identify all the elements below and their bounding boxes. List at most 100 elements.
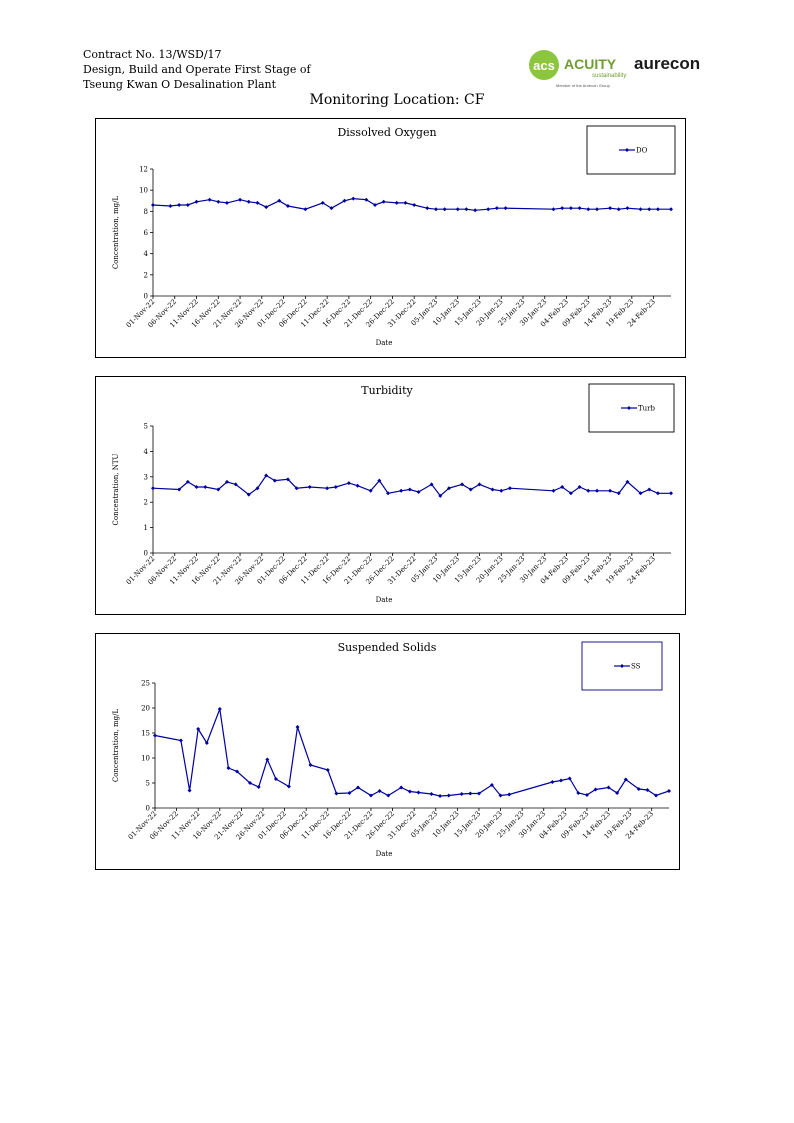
data-point	[623, 777, 628, 782]
data-point	[286, 784, 291, 789]
data-point	[235, 769, 240, 774]
data-point	[654, 793, 659, 798]
data-point	[433, 207, 438, 212]
data-point	[285, 204, 290, 209]
data-point	[226, 766, 231, 770]
data-point	[468, 487, 473, 492]
series-line-turb	[152, 474, 671, 497]
y-tick-label: 5	[144, 423, 148, 431]
y-axis-label: Concentration, mg/L	[112, 708, 120, 782]
y-tick-label: 10	[141, 755, 150, 763]
chart-panel-dissolved-oxygen: Dissolved Oxygen 0 2 4 6 8 10 12 01-Nov-22 06-Nov…	[95, 118, 686, 358]
data-point	[356, 785, 361, 790]
data-point	[606, 785, 611, 790]
data-point	[377, 789, 382, 793]
document-header: Contract No. 13/WSD/17 Design, Build and…	[83, 47, 311, 92]
data-point	[307, 484, 312, 489]
acuity-logo: acs ACUITY sustainability Member of the …	[529, 50, 626, 88]
chart-title: Turbidity	[361, 384, 413, 397]
data-point	[151, 486, 155, 491]
data-point	[560, 206, 565, 211]
data-point	[273, 777, 278, 781]
data-point	[394, 200, 399, 205]
data-point	[194, 484, 199, 489]
data-point	[196, 727, 201, 731]
data-point	[647, 487, 652, 492]
data-point	[386, 793, 391, 798]
acuity-sub: sustainability	[592, 73, 626, 79]
data-point	[560, 484, 565, 489]
data-point	[595, 488, 599, 493]
data-point	[407, 789, 412, 794]
x-axis-label: Date	[376, 850, 393, 858]
y-tick-label: 12	[139, 166, 148, 174]
data-point	[217, 707, 222, 711]
y-tick-label: 15	[141, 730, 150, 738]
data-point	[185, 202, 190, 207]
data-point	[616, 491, 621, 496]
data-point	[386, 491, 391, 496]
data-point	[636, 787, 641, 791]
data-point	[638, 491, 643, 496]
y-tick-label: 20	[141, 705, 150, 713]
data-point	[177, 202, 182, 207]
data-point	[216, 199, 221, 204]
project-line-1: Design, Build and Operate First Stage of	[83, 63, 311, 76]
data-point	[238, 197, 243, 202]
chart-title: Dissolved Oxygen	[337, 126, 436, 139]
y-tick-label: 3	[144, 473, 148, 481]
data-point	[377, 478, 382, 483]
legend-box	[586, 125, 676, 175]
data-point	[438, 493, 443, 498]
data-point	[647, 207, 652, 212]
data-point	[576, 791, 581, 795]
data-point	[625, 206, 630, 211]
data-point	[567, 776, 572, 781]
series-line-ss	[154, 706, 670, 797]
data-point	[616, 207, 621, 212]
company-logos: acs ACUITY sustainability Member of the …	[529, 50, 700, 88]
data-point	[438, 794, 443, 798]
data-point	[586, 488, 591, 493]
acuity-member: Member of the Aurecon Group	[556, 83, 611, 88]
data-point	[490, 487, 495, 492]
data-point	[455, 207, 460, 212]
x-axis-label: Date	[376, 596, 393, 604]
data-point	[265, 757, 270, 762]
acuity-mark-circle	[529, 50, 559, 80]
contract-number: Contract No. 13/WSD/17	[83, 48, 222, 61]
data-point	[459, 792, 464, 796]
data-point	[204, 741, 209, 745]
legend-label: SS	[631, 663, 641, 671]
data-point	[255, 486, 260, 491]
data-point	[329, 206, 334, 211]
data-point	[429, 482, 434, 487]
data-point	[246, 492, 251, 497]
data-point	[584, 793, 589, 797]
y-tick-label: 4	[144, 448, 149, 456]
data-point	[608, 206, 613, 211]
data-point	[416, 790, 421, 795]
y-tick-label: 10	[139, 187, 148, 195]
data-point	[551, 488, 556, 493]
data-point	[645, 788, 650, 792]
data-point	[593, 787, 598, 792]
data-point	[442, 207, 447, 212]
chart-suspended-solids: Suspended Solids051015202501-Nov-2206-No…	[112, 641, 671, 858]
data-point	[225, 479, 229, 484]
x-axis-label: Date	[376, 339, 393, 347]
data-point	[568, 206, 573, 211]
y-axis-label: Concentration, mg/L	[112, 195, 120, 269]
data-point	[381, 199, 386, 204]
data-point	[595, 207, 599, 212]
data-point	[246, 199, 251, 204]
data-point	[308, 763, 313, 767]
y-tick-label: 0	[146, 805, 150, 813]
y-tick-label: 2	[144, 499, 148, 507]
data-point	[277, 198, 282, 203]
chart-dissolved-oxygen: Dissolved Oxygen02468101201-Nov-2206-Nov…	[112, 125, 676, 347]
data-point	[177, 487, 182, 492]
data-point	[203, 484, 208, 489]
data-point	[655, 491, 660, 496]
data-point	[153, 733, 157, 738]
